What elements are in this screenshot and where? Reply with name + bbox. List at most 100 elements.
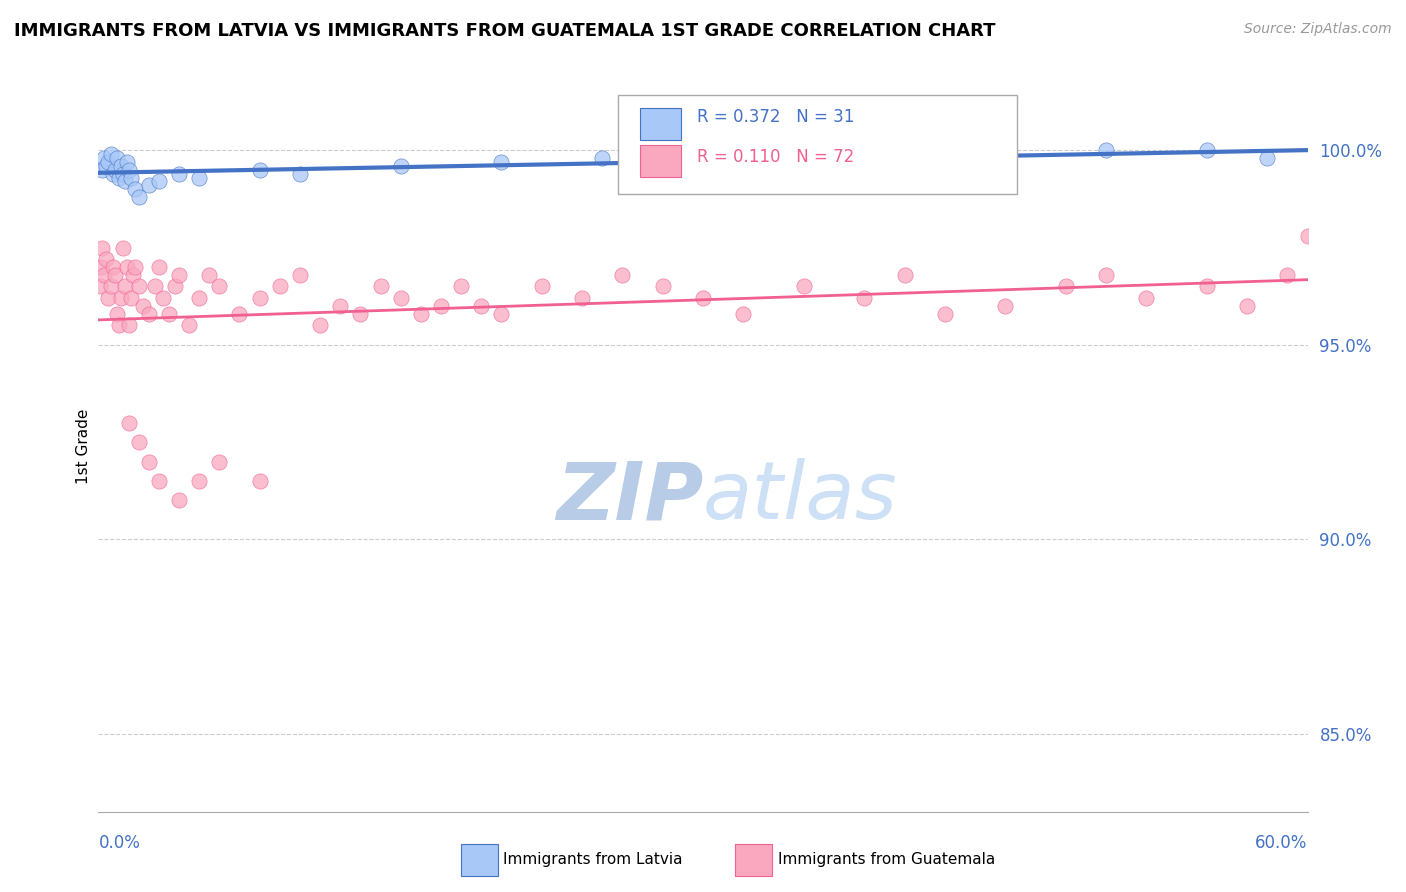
Point: [692, 155, 714, 169]
Point: [1195, 144, 1218, 158]
Point: [115, 260, 138, 274]
Point: [103, 268, 125, 282]
FancyBboxPatch shape: [619, 95, 1018, 194]
Point: [893, 268, 915, 282]
Point: [128, 279, 150, 293]
Point: [110, 159, 132, 173]
Point: [111, 241, 134, 255]
Point: [124, 260, 146, 274]
Point: [198, 268, 221, 282]
Point: [249, 162, 271, 177]
Point: [188, 291, 211, 305]
Point: [249, 291, 271, 305]
Point: [97, 291, 120, 305]
Point: [651, 279, 673, 293]
Point: [571, 291, 593, 305]
Point: [1277, 268, 1299, 282]
Point: [90, 260, 112, 274]
Point: [120, 170, 142, 185]
Point: [208, 279, 231, 293]
Text: 0.0%: 0.0%: [98, 834, 141, 852]
Point: [91, 241, 114, 255]
Point: [249, 474, 271, 488]
Point: [188, 170, 211, 185]
Point: [530, 279, 553, 293]
Point: [409, 307, 432, 321]
Point: [148, 474, 170, 488]
Point: [132, 299, 155, 313]
Text: atlas: atlas: [703, 458, 898, 536]
Text: Source: ZipAtlas.com: Source: ZipAtlas.com: [1244, 22, 1392, 37]
Point: [118, 416, 141, 430]
Point: [491, 307, 513, 321]
Point: [893, 147, 915, 161]
Point: [152, 291, 174, 305]
Point: [430, 299, 453, 313]
Point: [107, 318, 129, 333]
Point: [96, 159, 118, 173]
Text: ZIP: ZIP: [555, 458, 703, 536]
FancyBboxPatch shape: [640, 145, 682, 177]
Point: [105, 307, 128, 321]
Point: [994, 299, 1017, 313]
Point: [100, 279, 122, 293]
Point: [491, 155, 513, 169]
Text: IMMIGRANTS FROM LATVIA VS IMMIGRANTS FROM GUATEMALA 1ST GRADE CORRELATION CHART: IMMIGRANTS FROM LATVIA VS IMMIGRANTS FRO…: [14, 22, 995, 40]
Point: [1135, 291, 1157, 305]
Point: [124, 182, 146, 196]
Text: R = 0.110   N = 72: R = 0.110 N = 72: [697, 148, 855, 166]
Point: [228, 307, 250, 321]
Point: [103, 162, 125, 177]
Point: [148, 260, 170, 274]
FancyBboxPatch shape: [640, 108, 682, 140]
Point: [349, 307, 371, 321]
Point: [96, 252, 118, 267]
Point: [1195, 279, 1218, 293]
Point: [1095, 268, 1118, 282]
Point: [167, 167, 190, 181]
Point: [148, 174, 170, 188]
Point: [120, 291, 142, 305]
Point: [114, 279, 136, 293]
Point: [111, 167, 134, 181]
Point: [128, 190, 150, 204]
Point: [329, 299, 352, 313]
Text: R = 0.372   N = 31: R = 0.372 N = 31: [697, 108, 855, 126]
Text: 60.0%: 60.0%: [1256, 834, 1308, 852]
Point: [370, 279, 392, 293]
Point: [1095, 144, 1118, 158]
Point: [91, 162, 114, 177]
Point: [288, 167, 311, 181]
Point: [138, 307, 160, 321]
Point: [138, 454, 160, 468]
Point: [591, 151, 613, 165]
Point: [188, 474, 211, 488]
Point: [208, 454, 231, 468]
Point: [100, 147, 122, 161]
Point: [470, 299, 492, 313]
Point: [138, 178, 160, 193]
Point: [114, 174, 136, 188]
Point: [121, 268, 143, 282]
Point: [115, 155, 138, 169]
Point: [692, 291, 714, 305]
Point: [101, 167, 124, 181]
Point: [157, 307, 180, 321]
Point: [167, 493, 190, 508]
Point: [93, 151, 115, 165]
Point: [105, 151, 128, 165]
Point: [143, 279, 166, 293]
Point: [1296, 228, 1319, 243]
Point: [118, 162, 141, 177]
Y-axis label: 1st Grade: 1st Grade: [76, 409, 91, 483]
Point: [179, 318, 201, 333]
Point: [107, 170, 129, 185]
Point: [1236, 299, 1258, 313]
Text: Immigrants from Guatemala: Immigrants from Guatemala: [778, 853, 995, 867]
Point: [118, 318, 141, 333]
Point: [167, 268, 190, 282]
Point: [733, 307, 755, 321]
Point: [93, 268, 115, 282]
Point: [89, 279, 111, 293]
Point: [612, 268, 634, 282]
